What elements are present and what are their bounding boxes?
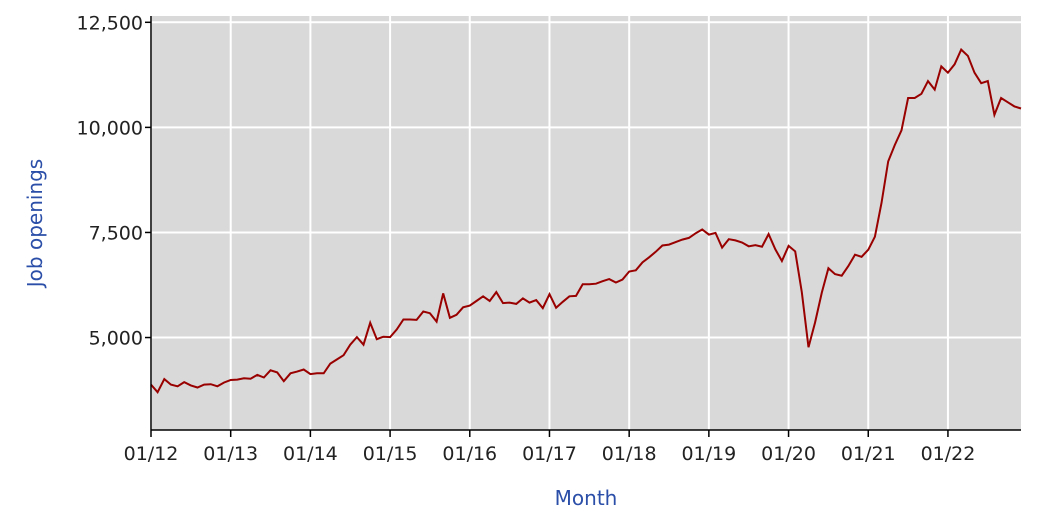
x-tick-label: 01/12 (124, 443, 179, 465)
y-tick-label: 5,000 (89, 328, 143, 350)
x-tick-label: 01/13 (203, 443, 258, 465)
x-tick-label: 01/15 (363, 443, 418, 465)
x-axis-title: Month (555, 486, 618, 510)
x-tick-label: 01/16 (442, 443, 497, 465)
x-axis-ticks: 01/12 01/13 01/14 01/15 01/16 01/17 01/18 01/19… (124, 430, 976, 465)
series-line (150, 47, 1022, 394)
y-tick-label: 10,000 (77, 117, 143, 139)
vertical-gridlines (150, 16, 949, 430)
x-tick-label: 01/21 (841, 443, 896, 465)
x-tick-label: 01/19 (681, 443, 736, 465)
y-tick-label: 12,500 (77, 12, 143, 34)
x-tick-label: 01/17 (522, 443, 577, 465)
x-tick-label: 01/20 (761, 443, 816, 465)
y-axis-ticks: 5,000 7,500 10,000 12,500 (77, 12, 151, 350)
x-tick-label: 01/22 (921, 443, 976, 465)
plot-area (151, 16, 1021, 430)
y-axis-title: Job openings (23, 159, 47, 289)
x-tick-label: 01/18 (602, 443, 657, 465)
y-tick-label: 7,500 (89, 222, 143, 244)
x-tick-label: 01/14 (283, 443, 338, 465)
